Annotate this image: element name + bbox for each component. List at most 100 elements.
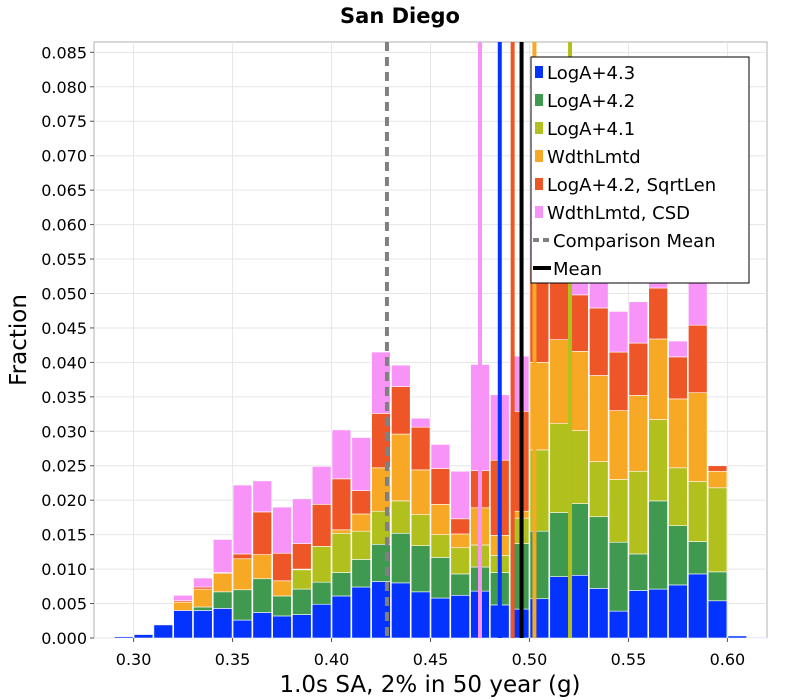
- bar-segment: [648, 500, 668, 590]
- bar-segment: [688, 541, 708, 575]
- bar-segment: [430, 444, 451, 469]
- bar-segment: [410, 591, 431, 639]
- x-tick-label: 0.45: [413, 650, 449, 669]
- bar-segment: [549, 576, 569, 639]
- bar-segment: [232, 484, 253, 555]
- y-tick-label: 0.065: [41, 181, 87, 200]
- bar-segment: [331, 595, 352, 639]
- bar-segment: [292, 588, 312, 615]
- bar-segment: [707, 465, 728, 472]
- y-axis-label: Fraction: [6, 294, 32, 386]
- bar-segment: [272, 595, 292, 617]
- legend-label: Mean: [553, 259, 602, 280]
- legend-swatch: [535, 122, 543, 134]
- y-tick-label: 0.005: [41, 595, 87, 614]
- bar-segment: [212, 591, 233, 609]
- bar-segment: [410, 469, 431, 515]
- y-tick-label: 0.075: [41, 112, 87, 131]
- x-tick-label: 0.60: [710, 650, 746, 669]
- bar-segment: [549, 423, 569, 513]
- bar-segment: [351, 437, 371, 491]
- bar-segment: [331, 478, 352, 531]
- bar-segment: [311, 504, 332, 547]
- bar-segment: [668, 398, 688, 469]
- bar-segment: [232, 558, 253, 591]
- bar-segment: [272, 580, 292, 597]
- bar-segment: [688, 573, 708, 639]
- bar-segment: [608, 311, 629, 353]
- y-axis-ticks: 0.000 0.005 0.010 0.015 0.020 0.025 0.030 0.035…: [41, 43, 94, 648]
- bar-segment: [589, 516, 609, 589]
- bar-segment: [311, 581, 332, 605]
- legend-label: LogA+4.2, SqrtLen: [547, 175, 716, 196]
- legend-label: LogA+4.2: [547, 91, 635, 112]
- y-tick-label: 0.045: [41, 319, 87, 338]
- bar-segment: [727, 635, 748, 639]
- bar-segment: [608, 610, 629, 639]
- legend-label: LogA+4.3: [547, 63, 635, 84]
- bar-segment: [628, 590, 649, 639]
- bar-segment: [648, 287, 668, 340]
- bar-segment: [430, 504, 451, 535]
- bar-segment: [589, 307, 609, 376]
- legend-swatch: [535, 150, 543, 162]
- bar-segment: [668, 584, 688, 639]
- y-tick-label: 0.060: [41, 216, 87, 235]
- y-tick-label: 0.055: [41, 250, 87, 269]
- bar-segment: [608, 479, 629, 543]
- x-tick-label: 0.35: [215, 650, 251, 669]
- bar-segment: [311, 546, 332, 583]
- bar-segment: [193, 606, 213, 611]
- bar-segment: [450, 533, 470, 549]
- bar-segment: [371, 467, 391, 512]
- bar-segment: [371, 351, 391, 414]
- y-tick-label: 0.030: [41, 422, 87, 441]
- legend-label: WdthLmtd: [547, 147, 641, 168]
- bar-segment: [668, 356, 688, 400]
- y-tick-label: 0.070: [41, 147, 87, 166]
- bar-segment: [153, 624, 173, 639]
- bar-segment: [272, 615, 292, 639]
- y-tick-label: 0.020: [41, 491, 87, 510]
- y-tick-label: 0.080: [41, 78, 87, 97]
- bar-segment: [252, 480, 272, 513]
- y-tick-label: 0.040: [41, 353, 87, 372]
- bar-segment: [450, 518, 470, 535]
- legend-swatch: [535, 178, 543, 190]
- bar-segment: [549, 512, 569, 577]
- bar-segment: [707, 571, 728, 602]
- y-tick-label: 0.085: [41, 43, 87, 62]
- bar-segment: [589, 588, 609, 639]
- bar-segment: [628, 470, 649, 555]
- bar-segment: [391, 500, 411, 534]
- bar-segment: [212, 608, 233, 639]
- bar-segment: [331, 529, 352, 534]
- bar-segment: [569, 430, 589, 504]
- bar-segment: [311, 466, 332, 505]
- bar-segment: [391, 433, 411, 502]
- bar-segment: [569, 574, 589, 639]
- x-tick-label: 0.30: [116, 650, 152, 669]
- bar-segment: [628, 395, 649, 472]
- chart-title: San Diego: [340, 4, 460, 28]
- bar-segment: [232, 553, 253, 560]
- bar-segment: [589, 461, 609, 518]
- bar-segment: [331, 429, 352, 480]
- y-tick-label: 0.000: [41, 629, 87, 648]
- bar-segment: [252, 578, 272, 613]
- bar-segment: [311, 603, 332, 639]
- bar-segment: [608, 351, 629, 411]
- bar-segment: [331, 532, 352, 573]
- bar-segment: [628, 553, 649, 591]
- bar-segment: [193, 586, 213, 590]
- bar-segment: [292, 569, 312, 590]
- bar-segment: [232, 619, 253, 639]
- bar-segment: [351, 490, 371, 515]
- legend-label: Comparison Mean: [553, 231, 716, 252]
- bar-segment: [391, 582, 411, 639]
- y-tick-label: 0.025: [41, 457, 87, 476]
- bar-segment: [430, 597, 451, 639]
- bar-segment: [410, 417, 431, 428]
- bar-segment: [707, 470, 728, 489]
- bar-segment: [450, 547, 470, 575]
